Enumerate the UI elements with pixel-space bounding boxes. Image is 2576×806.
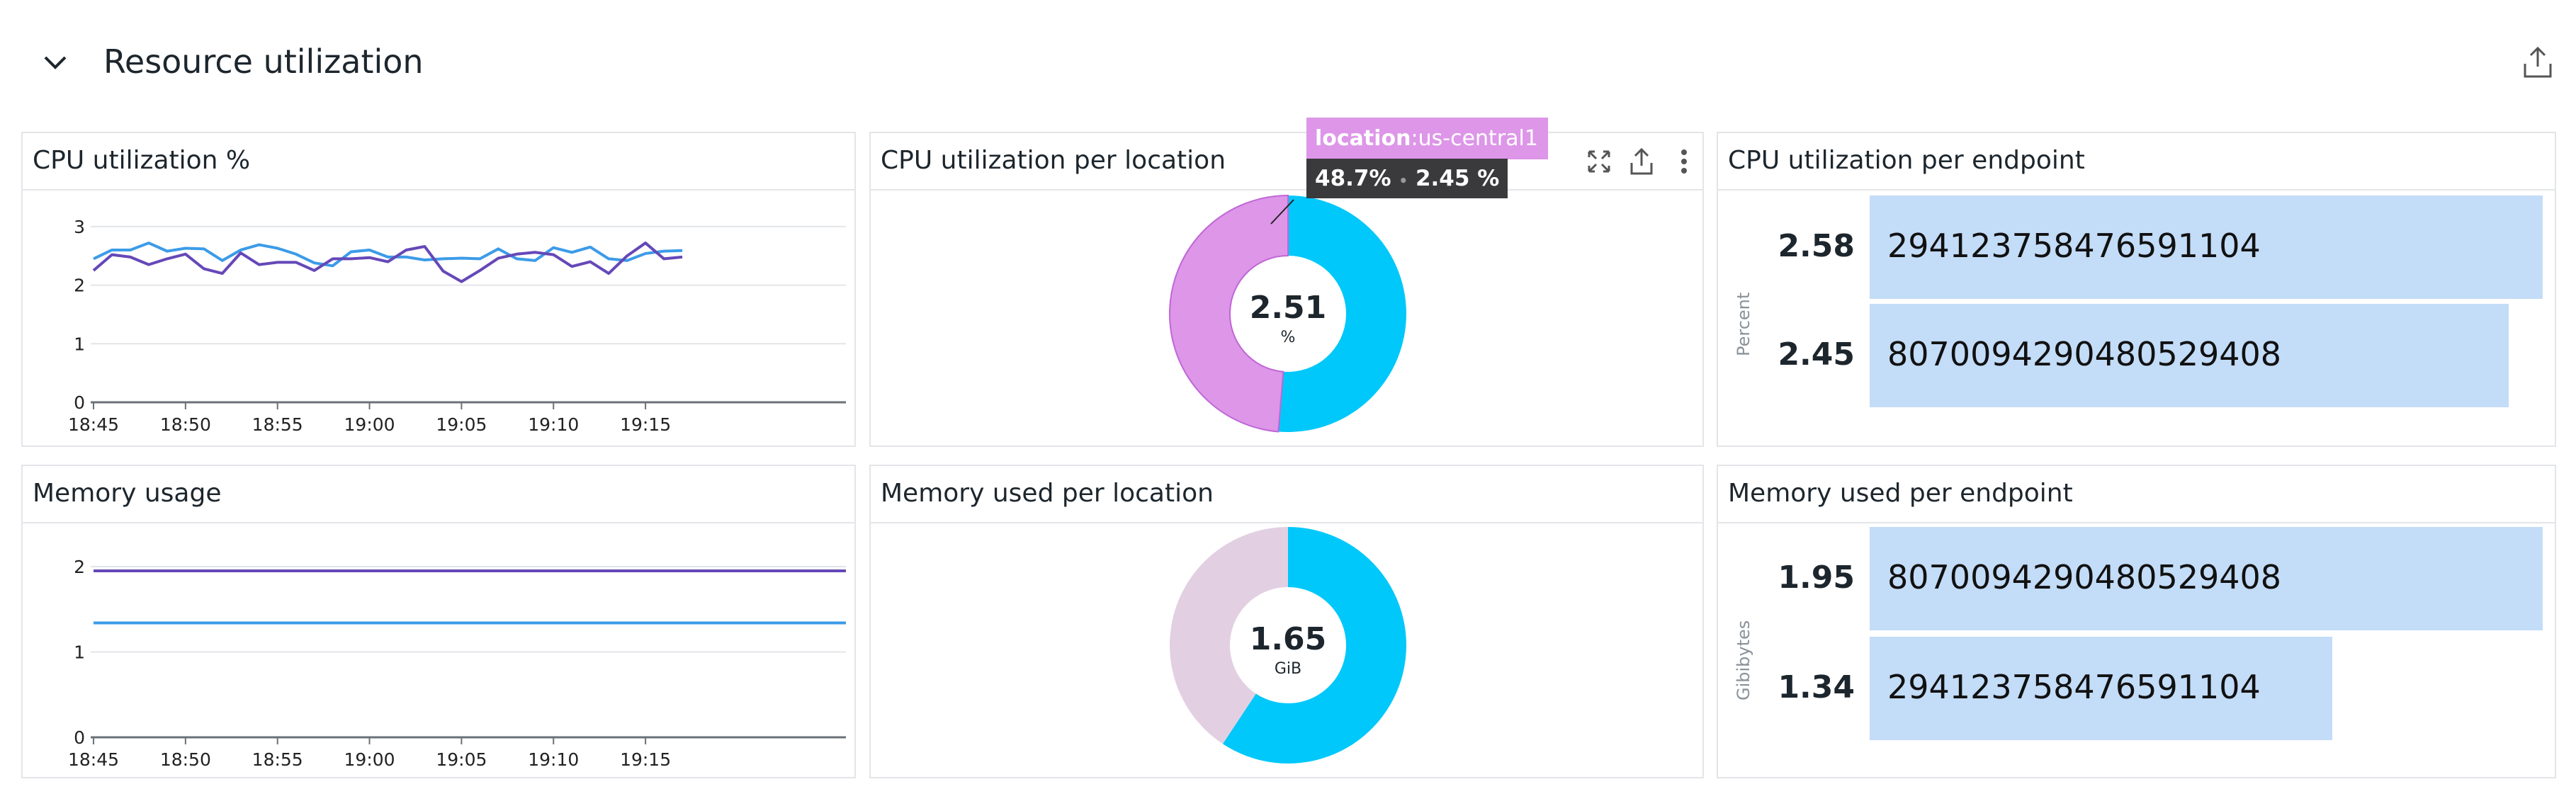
cpu-endpoint-bars: Percent 294123758476591104 2.58 8070094290… [1718, 191, 2555, 445]
bar-value: 2.58 [1778, 228, 1855, 264]
x-tick-label: 18:50 [160, 414, 211, 435]
bar[interactable]: 294123758476591104 [1870, 195, 2543, 299]
memory-line-chart: 0 1 2 18:45 18:50 18:55 19:00 19:05 19:10 19:15 [68, 557, 846, 770]
bar-label: 294123758476591104 [1887, 227, 2261, 265]
bar[interactable]: 8070094290480529408 [1870, 527, 2543, 630]
tooltip-percent: 48.7% [1315, 166, 1391, 191]
donut-slice [1278, 195, 1406, 432]
section-title: Resource utilization [103, 42, 424, 81]
center-unit: GiB [1274, 660, 1302, 678]
panel-title: Memory used per endpoint [1728, 479, 2073, 508]
memory-endpoint-panel: Memory used per endpoint Gibibytes 80700… [1717, 465, 2556, 778]
tooltip-amount: 2.45 % [1415, 166, 1500, 191]
center-value: 1.65 [1249, 621, 1327, 657]
x-tick-label: 18:55 [252, 749, 303, 770]
cpu-utilization-panel: CPU utilization % 0 1 2 3 18:45 18:50 18:55 19:… [21, 132, 856, 447]
x-tick-label: 19:00 [344, 749, 395, 770]
x-tick-label: 19:15 [620, 414, 671, 435]
bar-label: 294123758476591104 [1887, 668, 2261, 706]
y-tick-label: 0 [74, 392, 85, 413]
x-tick-label: 19:15 [620, 749, 671, 770]
cpu-line-chart: 0 1 2 3 18:45 18:50 18:55 19:00 19:05 19:10 19:15 [68, 217, 846, 435]
bar-value: 1.95 [1778, 560, 1855, 596]
y-tick-label: 3 [74, 217, 85, 237]
bar-value: 1.34 [1778, 669, 1855, 705]
share-icon[interactable] [1629, 147, 1654, 176]
memory-endpoint-bars: Gibibytes 8070094290480529408 1.95 2941237… [1718, 523, 2555, 777]
x-tick-label: 19:00 [344, 414, 395, 435]
cpu-location-panel: CPU utilization per location 2.51 % [869, 132, 1704, 447]
panel-title: CPU utilization per location [881, 146, 1226, 175]
y-tick-label: 0 [74, 727, 85, 748]
donut-slice [1170, 527, 1288, 744]
memory-location-panel: Memory used per location 1.65 GiB [869, 465, 1704, 778]
x-tick-label: 18:55 [252, 414, 303, 435]
x-tick-label: 19:10 [528, 749, 579, 770]
center-value: 2.51 [1249, 290, 1327, 326]
donut-slice [1222, 527, 1406, 764]
tooltip-key: location [1315, 126, 1411, 151]
x-tick-label: 18:50 [160, 749, 211, 770]
panel-title: CPU utilization % [33, 146, 251, 175]
x-tick-label: 18:45 [68, 414, 119, 435]
memory-usage-panel: Memory usage 0 1 2 18:45 18:50 18:55 19:00 19:0… [21, 465, 856, 778]
chevron-down-icon[interactable] [41, 48, 69, 76]
cpu-endpoint-panel: CPU utilization per endpoint Percent 294… [1717, 132, 2556, 447]
x-tick-label: 18:45 [68, 749, 119, 770]
tooltip-value: :us-central1 [1411, 126, 1538, 151]
bar[interactable]: 294123758476591104 [1870, 637, 2332, 740]
y-tick-label: 1 [74, 334, 85, 354]
series-line [92, 242, 683, 283]
donut-slice [1169, 194, 1289, 433]
more-icon[interactable] [1671, 147, 1697, 176]
y-tick-label: 1 [74, 642, 85, 663]
center-unit: % [1280, 329, 1296, 346]
bar-label: 8070094290480529408 [1887, 558, 2282, 596]
bar[interactable]: 8070094290480529408 [1870, 304, 2509, 407]
share-icon[interactable] [2522, 45, 2553, 79]
series-line [93, 242, 683, 268]
tooltip-separator: • [1399, 172, 1408, 189]
y-tick-label: 2 [74, 276, 85, 296]
section-header: Resource utilization [0, 28, 2576, 96]
tooltip-pointer [1270, 199, 1294, 225]
donut-center: 1.65 GiB [1217, 621, 1359, 678]
panel-title: Memory usage [33, 479, 222, 508]
x-tick-label: 19:05 [436, 414, 487, 435]
y-tick-label: 2 [74, 557, 85, 577]
donut-center: 2.51 % [1217, 290, 1359, 346]
panel-title: CPU utilization per endpoint [1728, 146, 2085, 175]
bar-value: 2.45 [1778, 336, 1855, 373]
x-tick-label: 19:10 [528, 414, 579, 435]
expand-icon[interactable] [1586, 147, 1612, 176]
x-tick-label: 19:05 [436, 749, 487, 770]
memory-donut-chart [1170, 527, 1406, 764]
bar-label: 8070094290480529408 [1887, 335, 2282, 373]
tooltip-label: location:us-central1 [1306, 118, 1548, 159]
panel-title: Memory used per location [881, 479, 1214, 508]
tooltip-values: 48.7% • 2.45 % [1306, 159, 1508, 198]
cpu-donut-chart [1169, 194, 1406, 433]
